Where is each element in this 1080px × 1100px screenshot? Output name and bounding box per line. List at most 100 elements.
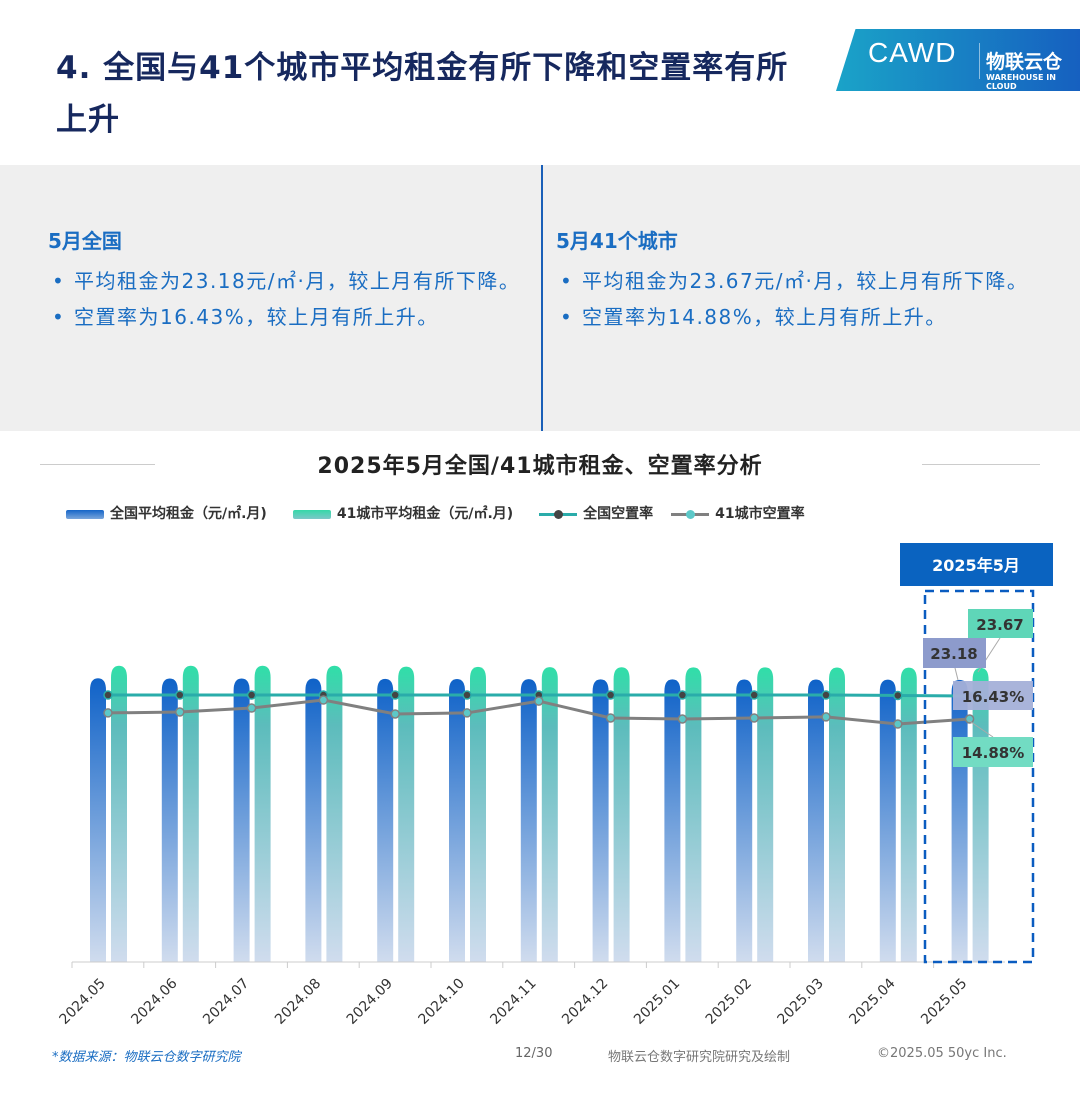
bar-41-city-rent [470,666,486,962]
summary-item: 平均租金为23.18元/㎡·月，较上月有所下降。 [48,263,538,299]
legend-item[interactable]: 全国平均租金（元/㎡.月) [66,503,267,523]
bar-41-city-rent [972,667,989,962]
title-rule-left [40,464,155,465]
x-tick-label: 2024.10 [416,976,468,1028]
bar-national-rent [377,678,394,962]
bar-national-rent [736,679,753,962]
legend-swatch [66,509,104,519]
page-number: 12/30 [515,1046,553,1061]
41-city-vacancy-point [893,719,903,729]
summary-national: 5月全国 平均租金为23.18元/㎡·月，较上月有所下降。 空置率为16.43%… [48,223,538,335]
x-tick-label: 2025.04 [846,975,898,1027]
data-label-box [953,737,1033,767]
x-tick-label: 2024.05 [57,976,109,1028]
data-label-box [953,681,1033,710]
data-label-box [968,609,1033,638]
bar-41-city-rent [613,667,630,962]
41-city-vacancy-point [103,708,113,718]
legend-swatch [539,509,578,519]
x-tick-label: 2024.09 [344,976,396,1028]
national-vacancy-point [390,690,400,700]
data-label-box [923,638,986,668]
logo-cn: 物联云仓 [986,51,1063,73]
legend-label: 41城市空置率 [715,506,805,522]
bar-41-city-rent [685,667,702,962]
bar-41-city-rent [254,665,271,962]
41-city-vacancy-point [821,712,831,722]
national-vacancy-point [677,690,688,700]
national-vacancy-point [605,690,616,700]
bar-national-rent [90,678,106,962]
x-tick-label: 2024.06 [128,975,180,1027]
bar-national-rent [305,678,322,962]
x-tick-label: 2024.12 [559,976,611,1028]
legend-item[interactable]: 41城市平均租金（元/㎡.月) [292,503,514,523]
logo-separator [979,43,980,79]
national-vacancy-point [749,690,759,700]
bar-41-city-rent [541,667,558,962]
bar-national-rent [161,678,178,962]
highlight-label-box [900,543,1053,586]
bar-41-city-rent [182,665,199,962]
x-tick-label: 2024.11 [487,976,539,1028]
bar-41-city-rent [111,665,127,962]
national-vacancy-point [103,690,113,700]
bar-41-city-rent [326,665,343,962]
summary-item: 平均租金为23.67元/㎡·月，较上月有所下降。 [556,263,1056,299]
cawd-logo: CAWD 物联云仓 WAREHOUSE IN CLOUD [836,29,1080,91]
summary-heading: 5月41个城市 [556,229,678,253]
summary-item: 空置率为14.88%，较上月有所上升。 [556,299,1056,335]
x-tick-label: 2024.07 [200,976,252,1028]
page-title: 4. 全国与41个城市平均租金有所下降和空置率有所上升 [56,50,789,138]
data-label-41-rent: 23.67 [976,616,1023,634]
highlight-box [923,589,1035,964]
logo-text: CAWD [868,37,957,68]
x-tick-label: 2025.02 [703,976,755,1028]
bar-national-rent [664,679,681,962]
legend-label: 全国平均租金（元/㎡.月) [110,506,267,522]
data-label-national-vacancy: 16.43% [962,688,1024,706]
national-vacancy-point [893,690,903,701]
x-tick-label: 2025.05 [918,976,970,1028]
41-city-vacancy-point [246,703,257,713]
bar-national-rent [520,679,537,962]
bar-national-rent [879,679,896,962]
copyright: ©2025.05 50yc Inc. [877,1046,1007,1061]
41-city-vacancy-point [964,714,975,724]
legend-item[interactable]: 41城市空置率 [671,503,805,523]
bar-41-city-rent [757,667,774,962]
bar-national-rent [592,679,609,962]
x-tick-label: 2025.03 [775,976,827,1028]
data-label-41-vacancy: 14.88% [962,744,1024,762]
bar-national-rent [449,679,465,962]
bar-41-city-rent [398,666,415,962]
data-label-national-rent: 23.18 [930,645,977,663]
chart-plot: 2024.05 2024.06 2024.07 2024.08 2024.09 2024.… [57,543,1053,1028]
41-city-vacancy-point [462,708,472,718]
logo-en: WAREHOUSE IN CLOUD [986,73,1056,91]
data-source: *数据来源：物联云仓数字研究院 [52,1050,241,1065]
41-city-vacancy-point [534,696,544,706]
41-city-vacancy-point [605,713,616,723]
bar-41-city-rent [829,667,845,962]
panel-divider [541,165,543,431]
legend-swatch [671,509,710,519]
bar-national-rent [233,678,250,962]
bar-41-city-rent [900,667,917,962]
bar-national-rent [951,679,968,962]
legend-label: 41城市平均租金（元/㎡.月) [336,506,514,522]
x-tick-label: 2024.08 [272,976,324,1028]
credit: 物联云仓数字研究院研究及绘制 [608,1050,791,1065]
national-vacancy-point [246,690,257,700]
national-vacancy-point [175,690,185,700]
legend-label: 全国空置率 [583,506,654,522]
41-city-vacancy-point [390,709,400,719]
title-rule-right [922,464,1040,465]
national-vacancy-point [462,690,472,700]
chart-legend: 全国平均租金（元/㎡.月) 41城市平均租金（元/㎡.月) 全国空置率 41城市… [66,503,805,523]
summary-41-cities: 5月41个城市 平均租金为23.67元/㎡·月，较上月有所下降。 空置率为14.… [556,223,1056,335]
bar-national-rent [808,679,824,962]
legend-item[interactable]: 全国空置率 [539,503,653,523]
41-city-vacancy-point [749,713,759,723]
41-city-vacancy-point [677,714,688,724]
